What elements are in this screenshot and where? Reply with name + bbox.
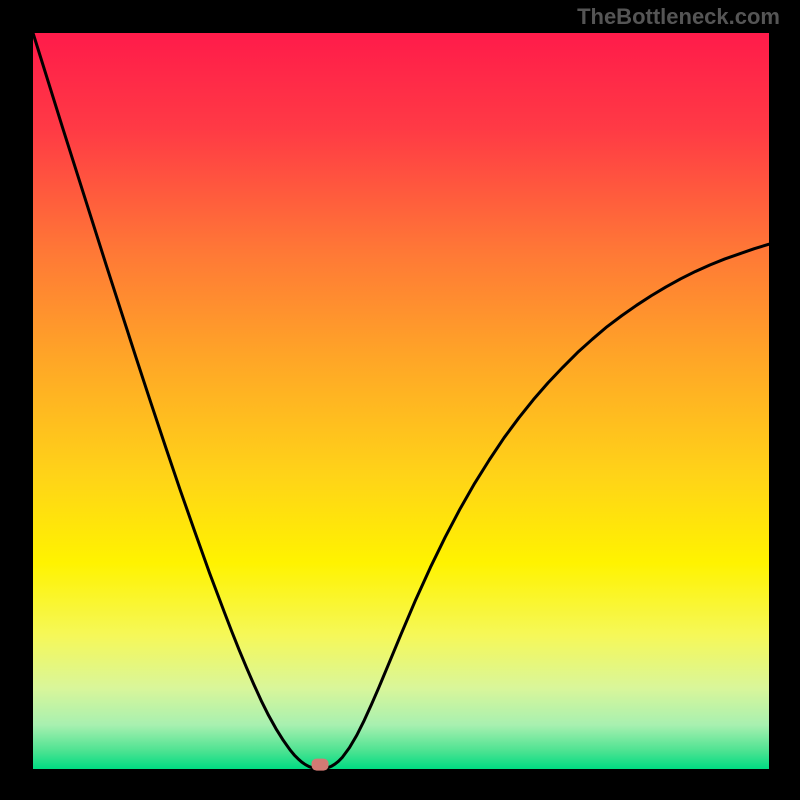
bottleneck-chart-svg — [0, 0, 800, 800]
optimal-marker — [312, 759, 329, 771]
plot-background-gradient — [33, 33, 769, 769]
watermark-text: TheBottleneck.com — [577, 4, 780, 30]
chart-frame: TheBottleneck.com — [0, 0, 800, 800]
